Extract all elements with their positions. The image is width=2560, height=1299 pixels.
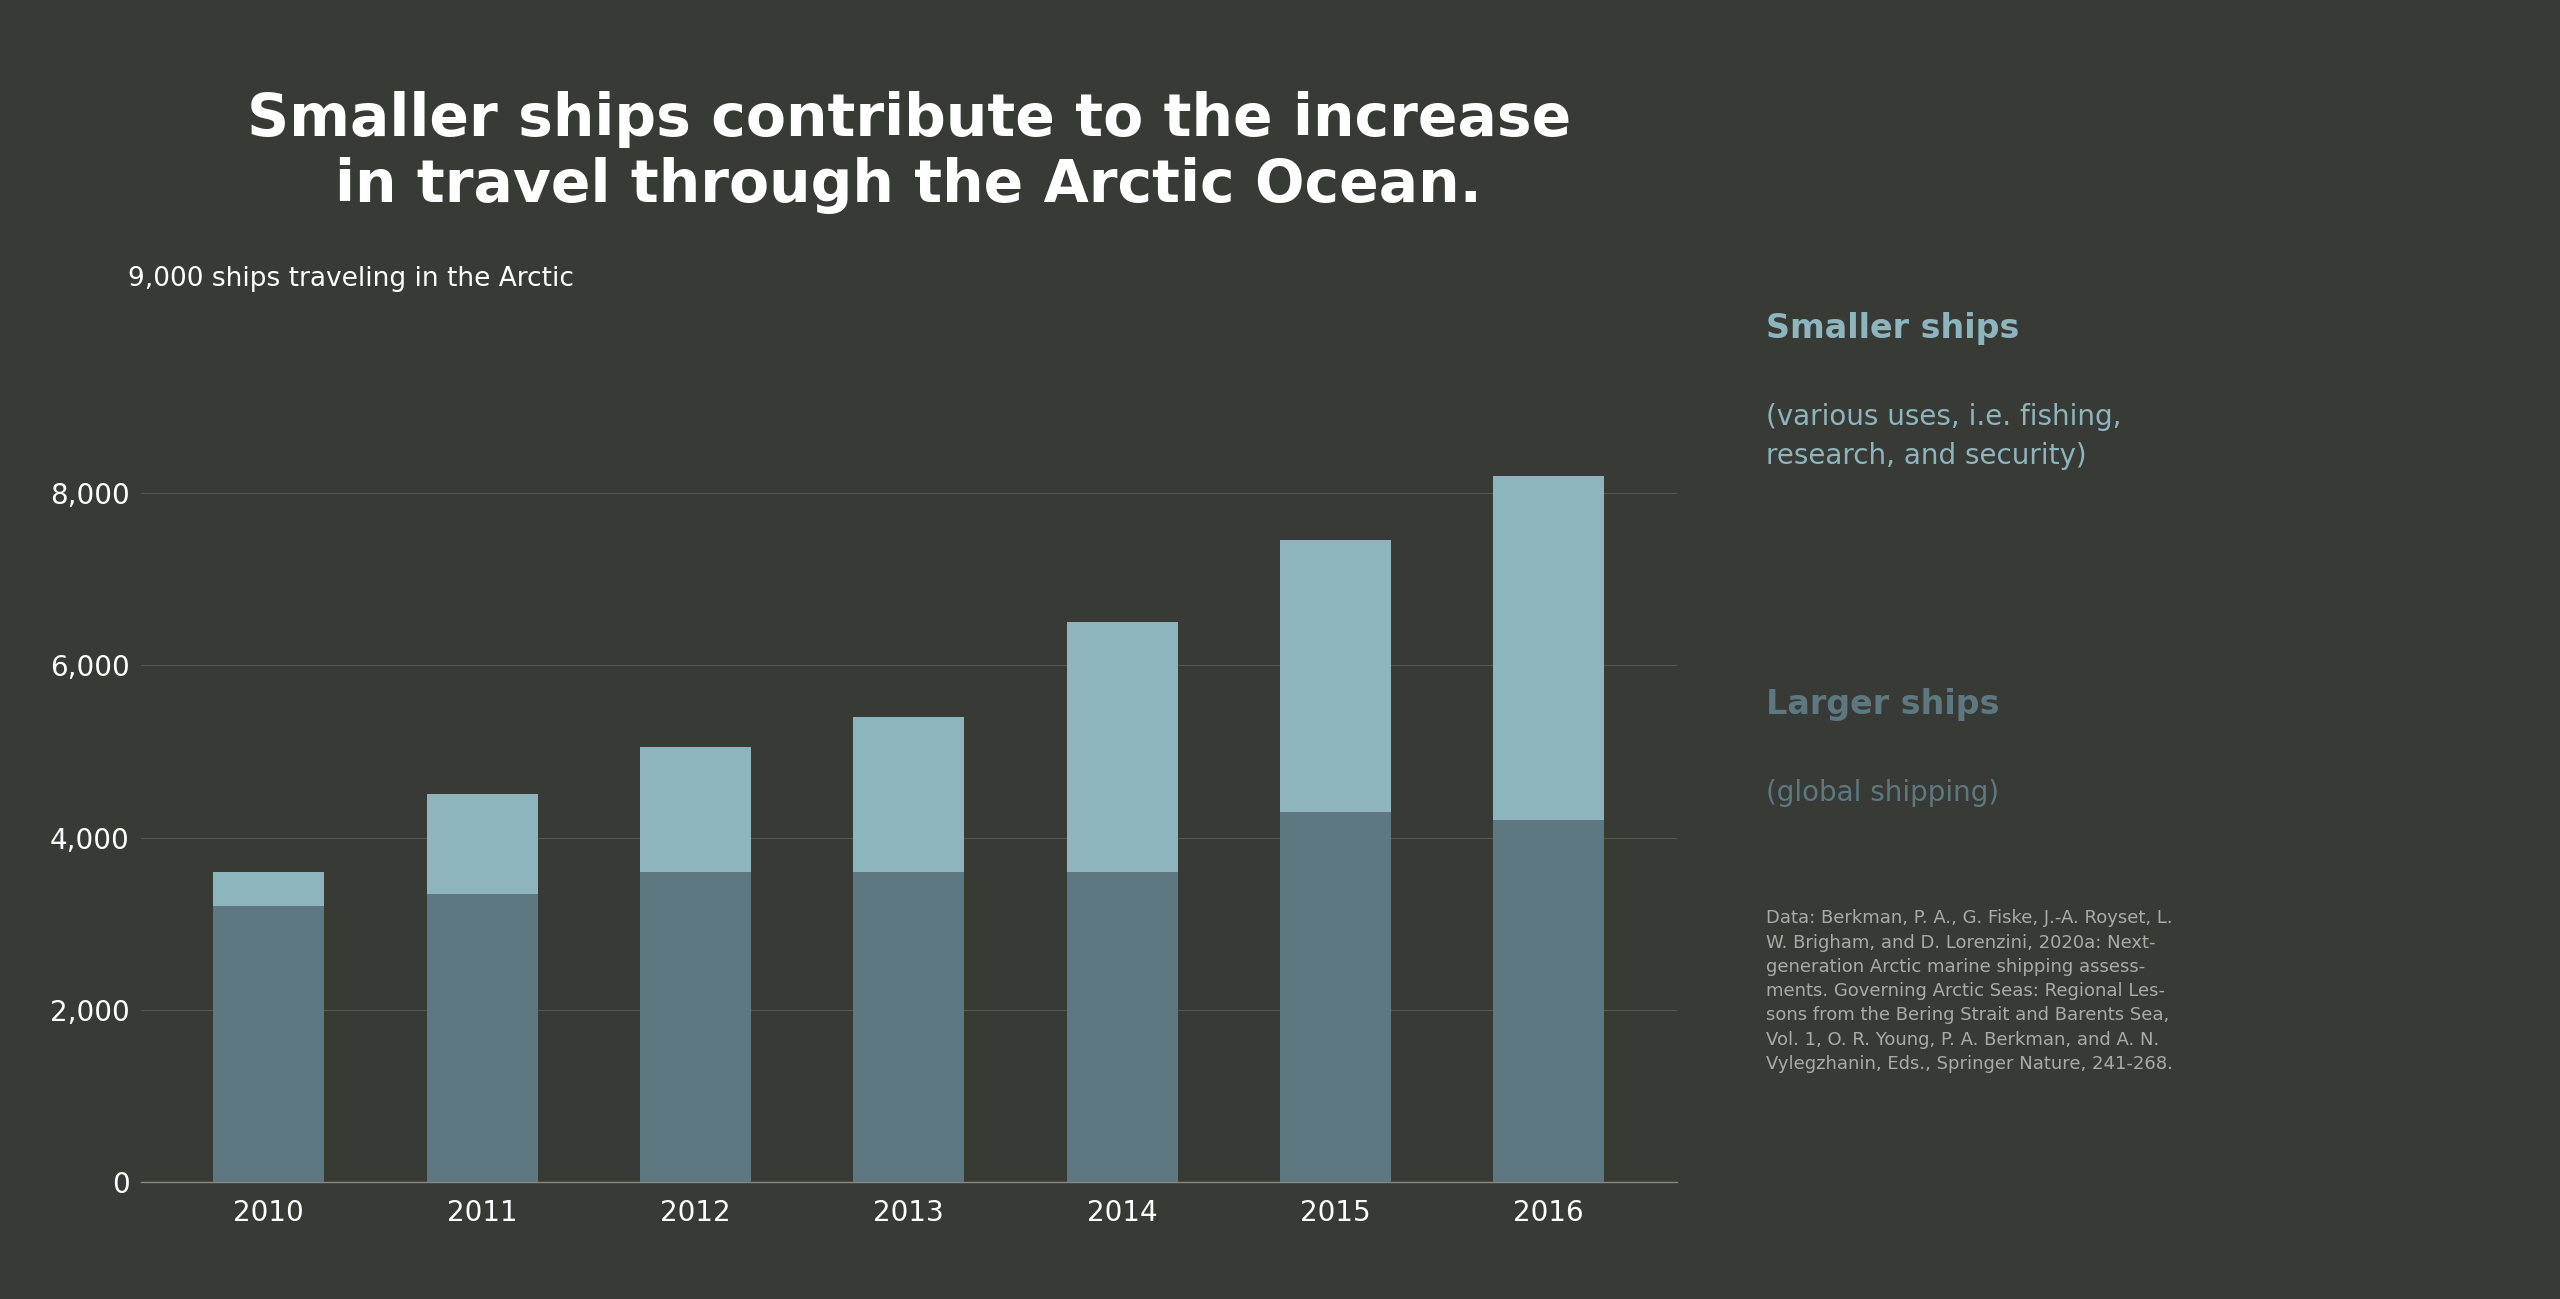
- Bar: [852, 872, 965, 1182]
- Bar: [212, 872, 325, 907]
- Text: Smaller ships contribute to the increase
in travel through the Arctic Ocean.: Smaller ships contribute to the increase…: [246, 91, 1572, 214]
- Bar: [1280, 812, 1390, 1182]
- Bar: [428, 795, 538, 894]
- Bar: [1068, 872, 1178, 1182]
- Bar: [640, 872, 750, 1182]
- Bar: [640, 747, 750, 872]
- Bar: [212, 907, 325, 1182]
- Text: (global shipping): (global shipping): [1766, 779, 1999, 808]
- Bar: [1068, 622, 1178, 872]
- Bar: [1492, 820, 1605, 1182]
- Text: 9,000 ships traveling in the Arctic: 9,000 ships traveling in the Arctic: [128, 266, 573, 292]
- Bar: [428, 894, 538, 1182]
- Text: (various uses, i.e. fishing,
research, and security): (various uses, i.e. fishing, research, a…: [1766, 403, 2122, 470]
- Text: Smaller ships: Smaller ships: [1766, 312, 2020, 344]
- Bar: [1280, 540, 1390, 812]
- Text: Data: Berkman, P. A., G. Fiske, J.-A. Royset, L.
W. Brigham, and D. Lorenzini, 2: Data: Berkman, P. A., G. Fiske, J.-A. Ro…: [1766, 909, 2173, 1073]
- Bar: [1492, 475, 1605, 820]
- Text: Larger ships: Larger ships: [1766, 688, 1999, 721]
- Bar: [852, 717, 965, 872]
